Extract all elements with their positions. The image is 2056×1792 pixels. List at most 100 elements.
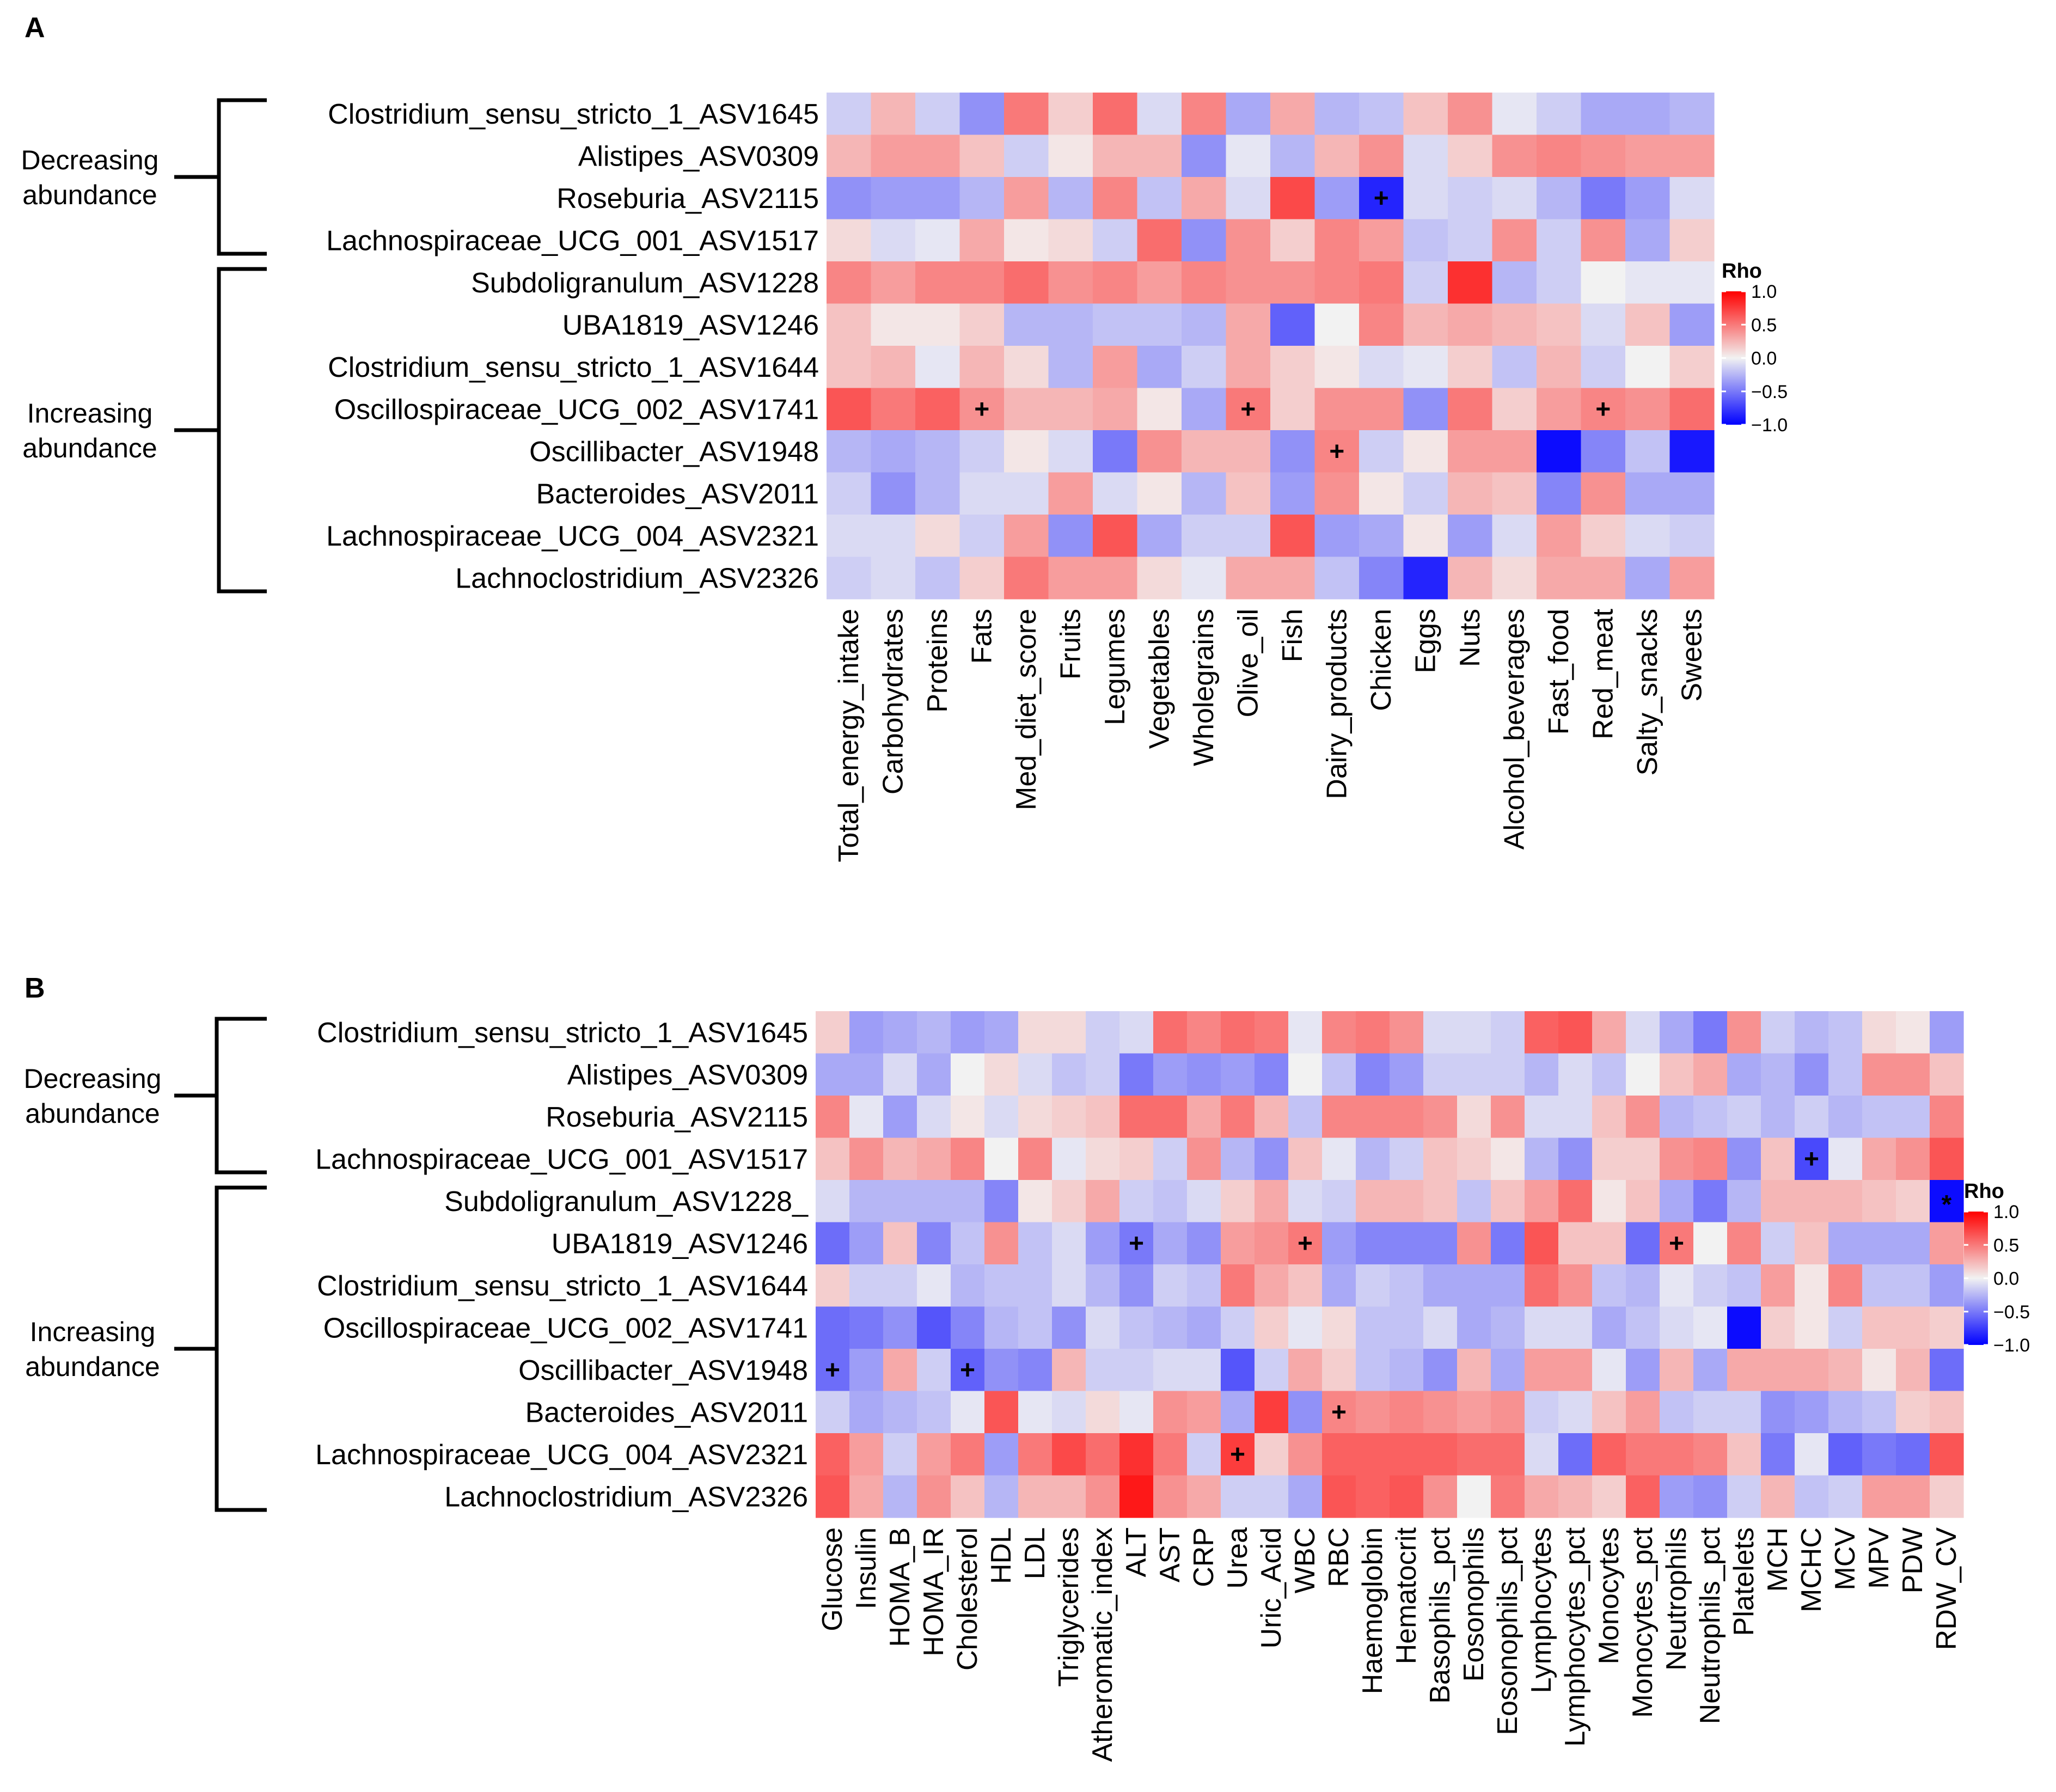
heatmap-cell [1930,1180,1964,1223]
heatmap-cell [1322,1222,1356,1265]
heatmap-cell [1930,1222,1964,1265]
significance-mark: + [825,1356,840,1385]
heatmap-cell [915,346,960,389]
heatmap-cell [1359,346,1404,389]
heatmap-cell [883,1391,917,1434]
heatmap-cell [1558,1180,1593,1223]
heatmap-cell [871,556,916,600]
heatmap-cell [1322,1391,1356,1434]
heatmap-cell [1356,1391,1390,1434]
heatmap-cell [1626,1264,1660,1307]
heatmap-cell [1525,1391,1559,1434]
heatmap-cell [1403,472,1448,515]
heatmap-cell [984,1264,1019,1307]
heatmap-cell [1153,1433,1188,1476]
heatmap-cell [1187,1096,1221,1139]
heatmap-cell [1356,1349,1390,1392]
heatmap-cell [1592,1096,1626,1139]
heatmap-cell [871,303,916,346]
heatmap-cell [1761,1433,1795,1476]
heatmap-cell [1581,261,1626,304]
heatmap-cell [827,134,872,178]
heatmap-cell [917,1222,951,1265]
heatmap-cell [1314,177,1360,220]
heatmap-cell [1537,346,1582,389]
column-label: Red_meat [1587,608,1619,739]
heatmap-cell [1896,1053,1930,1096]
panel-label: A [25,12,45,44]
group-bracket [174,98,267,256]
legend-tick-label: −0.5 [1993,1302,2030,1323]
column-label: Eosonophils_pct [1492,1527,1523,1735]
column-label: Triglycerides [1053,1527,1085,1687]
heatmap-cell [1581,219,1626,262]
heatmap-cell [1491,1137,1525,1181]
heatmap-cell [1828,1180,1863,1223]
heatmap-cell [1187,1391,1221,1434]
heatmap-cell [1403,177,1448,220]
heatmap-cell [1448,261,1493,304]
heatmap-cell [1896,1137,1930,1181]
group-label: Decreasing [24,1063,162,1094]
row-label: Clostridium_sensu_stricto_1_ASV1644 [317,1270,808,1302]
heatmap-cell [1359,219,1404,262]
heatmap-cell [917,1264,951,1307]
heatmap-cell [1625,346,1670,389]
heatmap-cell [1182,177,1227,220]
heatmap-cell [1491,1264,1525,1307]
column-label: Sweets [1676,609,1708,702]
heatmap-cell [1423,1349,1458,1392]
heatmap-cell [1221,1433,1255,1476]
heatmap-cell [1862,1306,1896,1349]
heatmap-cell [1448,515,1493,558]
heatmap-cell [1052,1137,1086,1181]
heatmap-cell [1359,430,1404,473]
heatmap-cell [1626,1433,1660,1476]
heatmap-cell [1226,261,1271,304]
heatmap-cell [1492,346,1537,389]
column-label: Haemoglobin [1357,1527,1388,1694]
heatmap-cell [1727,1349,1761,1392]
heatmap-cell [1930,1096,1964,1139]
column-label: Carbohydrates [877,609,909,794]
heatmap-cell [1153,1053,1188,1096]
heatmap-cell [1896,1475,1930,1518]
heatmap-cell [871,261,916,304]
heatmap-cell [1270,346,1315,389]
heatmap-cell [1669,303,1715,346]
heatmap-cell [1153,1096,1188,1139]
heatmap-cell [1048,303,1093,346]
row-label: Lachnoclostridium_ASV2326 [455,562,819,594]
heatmap-cell [871,515,916,558]
heatmap-cell [1660,1137,1694,1181]
column-label: HOMA_IR [918,1527,950,1656]
column-label: Monocytes_pct [1627,1527,1659,1717]
heatmap-cell [1119,1306,1154,1349]
heatmap-cell [1052,1180,1086,1223]
heatmap-cell [1930,1475,1964,1518]
heatmap-cell [1052,1053,1086,1096]
heatmap-cell [1930,1053,1964,1096]
heatmap-cell [1592,1053,1626,1096]
row-label: Subdoligranulum_ASV1228 [471,267,819,299]
heatmap-cell [1119,1475,1154,1518]
heatmap-cell [1153,1475,1188,1518]
heatmap-cell [1423,1264,1458,1307]
heatmap-cell [1270,134,1315,178]
heatmap-cell [1187,1264,1221,1307]
heatmap-cell [1137,515,1182,558]
heatmap-cell [1669,472,1715,515]
heatmap-cell [1052,1475,1086,1518]
heatmap-cell [1018,1264,1053,1307]
heatmap-cell [883,1137,917,1181]
heatmap-cell [1359,472,1404,515]
heatmap-cell [1669,177,1715,220]
row-label: Oscillospiraceae_UCG_002_ASV1741 [323,1312,808,1344]
heatmap-cell [1359,177,1404,220]
heatmap-cell [1356,1053,1390,1096]
heatmap-cell [816,1137,850,1181]
heatmap-cell [1537,134,1582,178]
significance-mark: * [1942,1190,1952,1219]
heatmap-cell [1004,303,1049,346]
heatmap-cell [917,1391,951,1434]
